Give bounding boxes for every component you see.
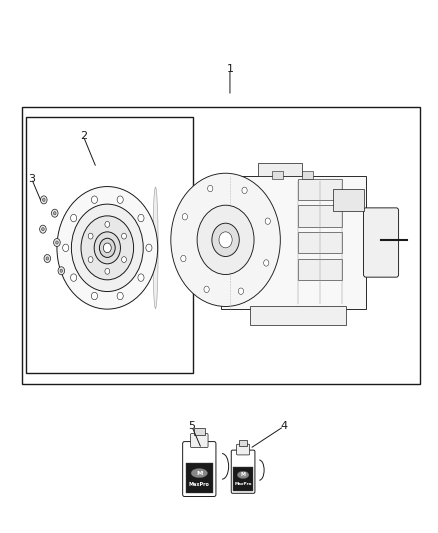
Circle shape bbox=[57, 187, 158, 309]
FancyBboxPatch shape bbox=[231, 450, 255, 494]
Circle shape bbox=[122, 233, 127, 239]
Circle shape bbox=[46, 257, 49, 260]
Circle shape bbox=[208, 185, 213, 192]
Text: 5: 5 bbox=[188, 422, 195, 431]
Ellipse shape bbox=[191, 469, 208, 478]
Bar bbox=[239, 440, 247, 446]
Ellipse shape bbox=[153, 187, 158, 309]
Circle shape bbox=[105, 221, 110, 227]
Bar bbox=[298, 259, 342, 280]
Bar bbox=[298, 179, 342, 200]
FancyBboxPatch shape bbox=[191, 434, 208, 448]
Circle shape bbox=[204, 286, 209, 293]
Bar bbox=[26, 117, 193, 373]
Circle shape bbox=[105, 268, 110, 274]
Circle shape bbox=[58, 266, 65, 275]
Circle shape bbox=[71, 204, 143, 292]
Circle shape bbox=[92, 292, 98, 300]
Circle shape bbox=[56, 241, 58, 244]
Bar bbox=[233, 467, 253, 490]
Text: MaxPro: MaxPro bbox=[234, 482, 252, 486]
Circle shape bbox=[94, 232, 120, 264]
Circle shape bbox=[52, 209, 58, 217]
Circle shape bbox=[219, 232, 232, 248]
Bar bbox=[258, 163, 302, 176]
Circle shape bbox=[197, 205, 254, 274]
Text: 1: 1 bbox=[226, 64, 233, 74]
Bar bbox=[272, 171, 283, 179]
Circle shape bbox=[117, 196, 123, 204]
Bar bbox=[333, 189, 364, 211]
Bar bbox=[22, 107, 420, 384]
Circle shape bbox=[171, 173, 280, 306]
Circle shape bbox=[138, 274, 144, 281]
Ellipse shape bbox=[237, 471, 249, 479]
Circle shape bbox=[42, 228, 44, 231]
Bar bbox=[186, 463, 213, 492]
Circle shape bbox=[99, 238, 115, 257]
Text: M: M bbox=[240, 472, 246, 478]
Circle shape bbox=[138, 214, 144, 222]
Circle shape bbox=[88, 256, 93, 263]
Text: 3: 3 bbox=[28, 174, 35, 183]
Circle shape bbox=[92, 196, 98, 204]
Bar bbox=[298, 205, 342, 227]
Bar bbox=[250, 306, 346, 325]
FancyBboxPatch shape bbox=[183, 441, 216, 497]
Circle shape bbox=[71, 214, 77, 222]
Text: 2: 2 bbox=[80, 131, 87, 141]
Circle shape bbox=[242, 187, 247, 193]
Circle shape bbox=[88, 233, 93, 239]
Bar bbox=[194, 427, 205, 435]
Circle shape bbox=[42, 198, 45, 201]
Circle shape bbox=[54, 239, 60, 247]
Circle shape bbox=[44, 255, 50, 263]
Circle shape bbox=[41, 196, 47, 204]
Circle shape bbox=[117, 292, 123, 300]
Circle shape bbox=[146, 244, 152, 252]
Circle shape bbox=[265, 218, 270, 224]
Circle shape bbox=[238, 288, 244, 294]
Text: MaxPro: MaxPro bbox=[189, 482, 210, 487]
Circle shape bbox=[81, 216, 134, 280]
Circle shape bbox=[53, 212, 56, 215]
Circle shape bbox=[264, 260, 269, 266]
Circle shape bbox=[122, 256, 127, 263]
FancyBboxPatch shape bbox=[237, 445, 250, 455]
Circle shape bbox=[63, 244, 69, 252]
Bar bbox=[221, 176, 366, 309]
Circle shape bbox=[182, 214, 187, 220]
Circle shape bbox=[181, 255, 186, 262]
Text: 4: 4 bbox=[280, 422, 287, 431]
Text: M: M bbox=[196, 471, 202, 475]
Circle shape bbox=[60, 269, 63, 272]
Circle shape bbox=[71, 274, 77, 281]
Circle shape bbox=[212, 223, 239, 256]
Bar bbox=[298, 232, 342, 253]
Circle shape bbox=[39, 225, 46, 233]
FancyBboxPatch shape bbox=[364, 208, 399, 277]
Circle shape bbox=[103, 243, 111, 253]
Bar bbox=[302, 171, 313, 179]
